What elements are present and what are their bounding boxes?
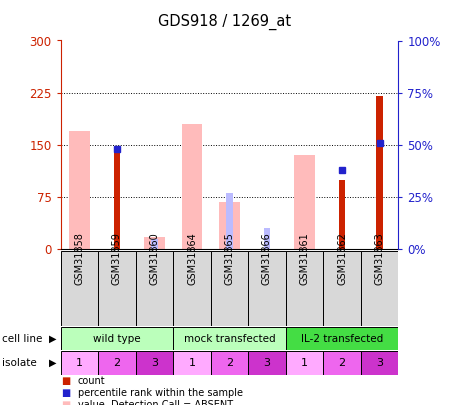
- Text: 3: 3: [264, 358, 270, 368]
- Bar: [173, 327, 286, 350]
- Text: isolate: isolate: [2, 358, 37, 368]
- Text: 2: 2: [226, 358, 233, 368]
- Bar: [173, 251, 211, 326]
- Text: GSM31860: GSM31860: [149, 232, 159, 285]
- Bar: [211, 251, 248, 326]
- Bar: [211, 351, 248, 375]
- Bar: [136, 251, 173, 326]
- Bar: [248, 251, 286, 326]
- Bar: [61, 251, 98, 326]
- Bar: [61, 351, 98, 375]
- Text: GSM31863: GSM31863: [374, 232, 384, 285]
- Text: 1: 1: [189, 358, 195, 368]
- Bar: [286, 351, 323, 375]
- Text: GSM31865: GSM31865: [225, 232, 234, 285]
- Bar: [286, 327, 398, 350]
- Text: cell line: cell line: [2, 334, 43, 343]
- Text: GSM31859: GSM31859: [112, 232, 122, 285]
- Bar: [323, 251, 361, 326]
- Text: ▶: ▶: [50, 358, 57, 368]
- Text: GSM31862: GSM31862: [337, 232, 347, 285]
- Text: GDS918 / 1269_at: GDS918 / 1269_at: [158, 14, 292, 30]
- Bar: [98, 351, 136, 375]
- Text: GSM31858: GSM31858: [75, 232, 85, 285]
- Text: ■: ■: [61, 400, 70, 405]
- Text: 2: 2: [338, 358, 346, 368]
- Text: GSM31864: GSM31864: [187, 232, 197, 285]
- Text: GSM31861: GSM31861: [300, 232, 310, 285]
- Bar: [286, 251, 323, 326]
- Bar: [226, 193, 233, 249]
- Bar: [361, 251, 398, 326]
- Text: ▶: ▶: [50, 334, 57, 343]
- Bar: [173, 351, 211, 375]
- Text: 3: 3: [376, 358, 383, 368]
- Text: percentile rank within the sample: percentile rank within the sample: [78, 388, 243, 398]
- Bar: [69, 131, 90, 249]
- Bar: [113, 148, 121, 249]
- Bar: [361, 351, 398, 375]
- Bar: [219, 202, 240, 249]
- Text: mock transfected: mock transfected: [184, 334, 275, 343]
- Text: IL-2 transfected: IL-2 transfected: [301, 334, 383, 343]
- Bar: [98, 251, 136, 326]
- Bar: [151, 239, 158, 249]
- Text: ■: ■: [61, 388, 70, 398]
- Bar: [248, 351, 286, 375]
- Text: ■: ■: [61, 376, 70, 386]
- Bar: [294, 155, 315, 249]
- Bar: [338, 179, 346, 249]
- Bar: [323, 351, 361, 375]
- Bar: [136, 351, 173, 375]
- Bar: [182, 124, 202, 249]
- Text: 1: 1: [301, 358, 308, 368]
- Bar: [144, 237, 165, 249]
- Text: GSM31866: GSM31866: [262, 232, 272, 285]
- Bar: [61, 327, 173, 350]
- Text: 1: 1: [76, 358, 83, 368]
- Bar: [376, 96, 383, 249]
- Text: 2: 2: [113, 358, 121, 368]
- Text: 3: 3: [151, 358, 158, 368]
- Text: count: count: [78, 376, 105, 386]
- Text: value, Detection Call = ABSENT: value, Detection Call = ABSENT: [78, 400, 233, 405]
- Bar: [264, 228, 270, 249]
- Text: wild type: wild type: [93, 334, 141, 343]
